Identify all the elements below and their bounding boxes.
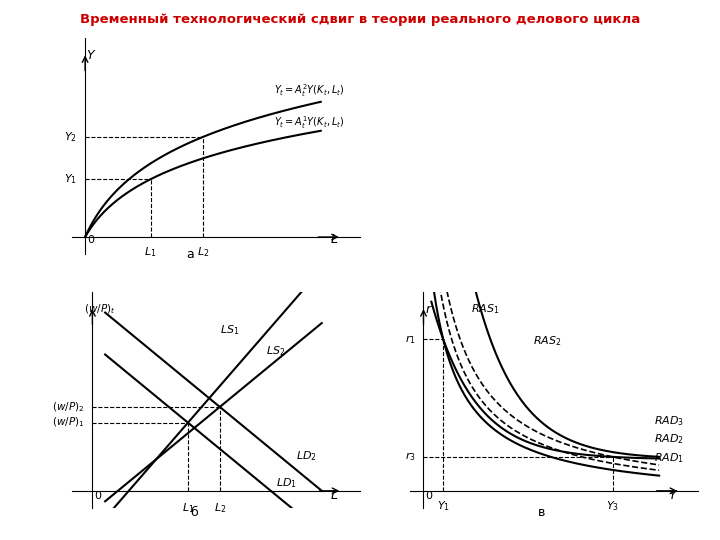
Text: $LS_1$: $LS_1$ bbox=[220, 323, 239, 338]
Text: $r$: $r$ bbox=[425, 302, 433, 315]
Text: $RAS_2$: $RAS_2$ bbox=[534, 334, 562, 348]
Text: $LS_2$: $LS_2$ bbox=[266, 345, 285, 359]
Text: $r_1$: $r_1$ bbox=[405, 333, 415, 346]
Text: Временный технологический сдвиг в теории реального делового цикла: Временный технологический сдвиг в теории… bbox=[80, 14, 640, 26]
Text: $RAD_3$: $RAD_3$ bbox=[654, 414, 684, 428]
Text: $(w/P)_2$: $(w/P)_2$ bbox=[53, 400, 85, 414]
Text: $Y_2$: $Y_2$ bbox=[64, 130, 77, 144]
Text: б: б bbox=[191, 506, 198, 519]
Text: L: L bbox=[330, 233, 337, 246]
Text: $r_3$: $r_3$ bbox=[405, 450, 415, 463]
Text: Y: Y bbox=[668, 489, 676, 502]
Text: $Y_t = A_t^1 Y(K_t, L_t)$: $Y_t = A_t^1 Y(K_t, L_t)$ bbox=[274, 114, 344, 131]
Text: $(w/P)_1$: $(w/P)_1$ bbox=[53, 416, 85, 429]
Text: $Y_t = A_t^2 Y(K_t, L_t)$: $Y_t = A_t^2 Y(K_t, L_t)$ bbox=[274, 83, 344, 99]
Text: $RAS_1$: $RAS_1$ bbox=[471, 302, 499, 316]
Text: $Y_1$: $Y_1$ bbox=[436, 499, 450, 513]
Text: $L_2$: $L_2$ bbox=[197, 245, 209, 259]
Text: $Y_3$: $Y_3$ bbox=[606, 499, 619, 513]
Text: $LD_2$: $LD_2$ bbox=[297, 449, 318, 463]
Text: $L_1$: $L_1$ bbox=[181, 501, 194, 515]
Text: $LD_1$: $LD_1$ bbox=[276, 477, 297, 490]
Text: Y: Y bbox=[86, 49, 94, 62]
Text: $L_1$: $L_1$ bbox=[144, 245, 157, 259]
Text: 0: 0 bbox=[87, 235, 94, 245]
Text: а: а bbox=[186, 248, 194, 261]
Text: $RAD_1$: $RAD_1$ bbox=[654, 451, 684, 465]
Text: 0: 0 bbox=[426, 491, 432, 501]
Text: $L_2$: $L_2$ bbox=[214, 501, 226, 515]
Text: $(w/P)_t$: $(w/P)_t$ bbox=[84, 303, 116, 316]
Text: $Y_1$: $Y_1$ bbox=[64, 172, 77, 186]
Text: L: L bbox=[331, 489, 338, 502]
Text: в: в bbox=[538, 506, 545, 519]
Text: $RAD_2$: $RAD_2$ bbox=[654, 433, 684, 447]
Text: 0: 0 bbox=[94, 491, 101, 501]
